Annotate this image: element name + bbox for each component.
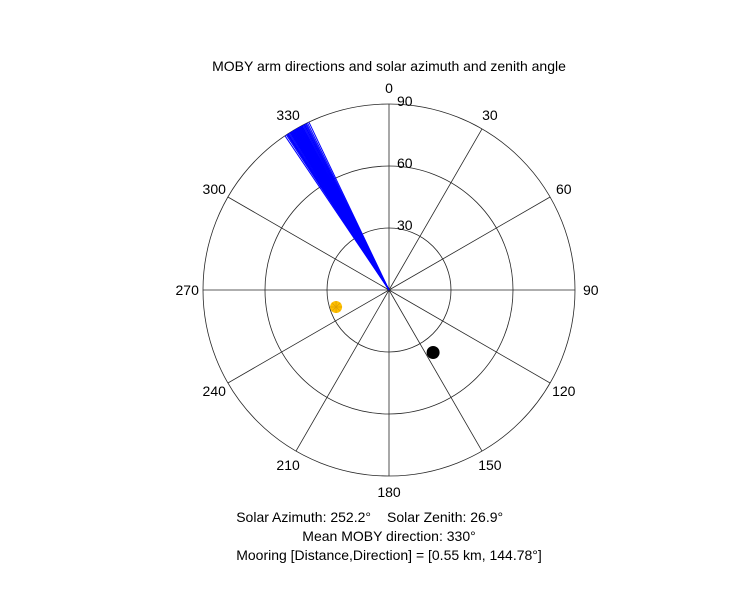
- spoke-150: [388, 289, 483, 452]
- angle-label-240: 240: [203, 383, 227, 399]
- angle-label-300: 300: [203, 181, 227, 197]
- angle-label-270: 270: [176, 282, 200, 298]
- moby-arm-line-35: [308, 121, 390, 291]
- radial-label-60: 60: [397, 155, 413, 171]
- angle-label-150: 150: [478, 457, 502, 473]
- angle-label-60: 60: [556, 181, 572, 197]
- spoke-300: [227, 196, 390, 291]
- sun-ray-5: [331, 302, 337, 308]
- ring-60: [264, 165, 514, 415]
- angle-label-180: 180: [377, 484, 401, 500]
- ring-90: [202, 103, 576, 477]
- spoke-210: [295, 289, 390, 452]
- radial-label-30: 30: [397, 217, 413, 233]
- data-series: [284, 121, 440, 359]
- radial-tick-labels: 30 60 90: [397, 93, 413, 233]
- mooring-caption: Mooring [Distance,Direction] = [0.55 km,…: [236, 547, 542, 563]
- angle-label-0: 0: [385, 80, 393, 96]
- radial-label-90: 90: [397, 93, 413, 109]
- ring-30: [326, 227, 452, 353]
- spoke-120: [388, 289, 551, 384]
- spoke-30: [388, 128, 483, 291]
- sun-marker: [330, 300, 343, 313]
- angle-tick-labels: 0 30 60 90 120 150 180 210 240 270 300 330: [176, 80, 599, 500]
- angle-label-120: 120: [552, 383, 576, 399]
- sun-ray-7: [335, 302, 341, 308]
- mooring-marker: [426, 345, 440, 359]
- angle-label-30: 30: [482, 107, 498, 123]
- angle-label-210: 210: [276, 457, 300, 473]
- solar-azimuth-caption: Solar Azimuth: 252.2°: [236, 509, 371, 525]
- sun-ray-3: [331, 306, 337, 312]
- solar-zenith-caption: Solar Zenith: 26.9°: [387, 509, 503, 525]
- angle-label-330: 330: [276, 107, 300, 123]
- spoke-60: [388, 196, 551, 291]
- sun-ray-1: [335, 306, 341, 312]
- chart-title: MOBY arm directions and solar azimuth an…: [212, 58, 566, 74]
- spoke-240: [227, 289, 390, 384]
- mean-direction-caption: Mean MOBY direction: 330°: [302, 528, 475, 544]
- angle-label-90: 90: [583, 282, 599, 298]
